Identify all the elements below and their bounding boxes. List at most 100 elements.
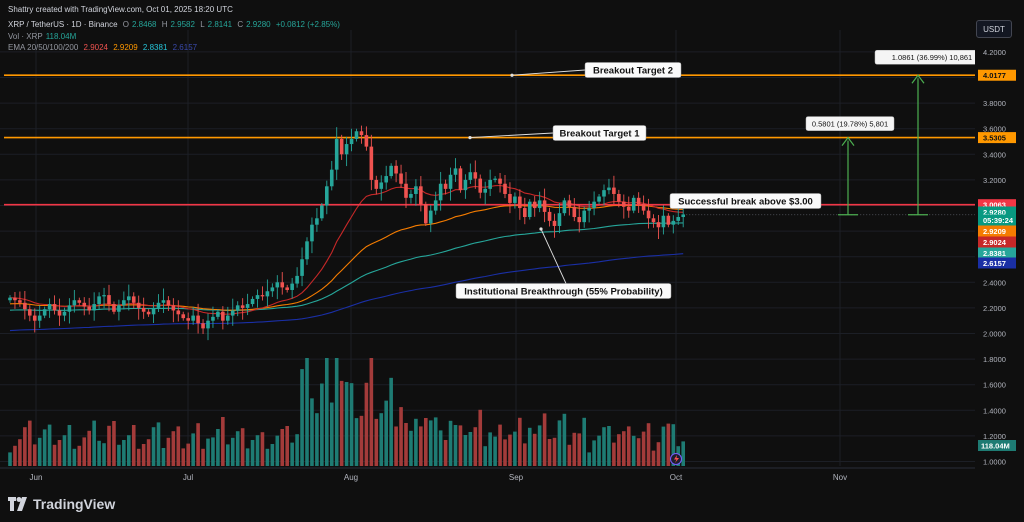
volume-bar bbox=[453, 425, 458, 466]
annotations[interactable]: Breakout Target 2 Breakout Target 1 Succes… bbox=[455, 62, 822, 299]
volume-bar bbox=[161, 448, 166, 466]
measure-arrowhead bbox=[841, 136, 855, 146]
currency-selector[interactable]: USDT bbox=[976, 20, 1012, 38]
volume-bar bbox=[473, 427, 478, 466]
volume-bar bbox=[666, 423, 671, 466]
time-tick-label: Jul bbox=[183, 473, 193, 482]
volume-bar bbox=[305, 358, 309, 466]
candle-body bbox=[463, 179, 468, 191]
volume-bar bbox=[463, 435, 468, 466]
candle-body bbox=[171, 305, 176, 311]
volume-bar bbox=[389, 377, 393, 466]
candle-body bbox=[265, 291, 270, 297]
volume-bar bbox=[577, 433, 582, 466]
candle-body bbox=[156, 302, 161, 308]
callout-line bbox=[540, 228, 567, 284]
price-tick-label: 1.0000 bbox=[983, 458, 1006, 467]
candle-body bbox=[572, 206, 577, 218]
volume-bar bbox=[107, 425, 111, 466]
candle-body bbox=[275, 282, 280, 288]
volume-bar bbox=[77, 445, 82, 466]
volume-bar bbox=[379, 413, 384, 466]
volume-bar bbox=[206, 438, 210, 466]
volume-bar bbox=[483, 446, 487, 466]
volume-bar bbox=[240, 428, 245, 466]
time-tick-label: Oct bbox=[670, 473, 683, 482]
volume-bar bbox=[384, 400, 388, 466]
tradingview-logo[interactable]: TradingView bbox=[8, 496, 115, 512]
candle-body bbox=[379, 182, 384, 189]
candle-body bbox=[216, 311, 220, 317]
candle-body bbox=[557, 213, 562, 226]
volume-bar bbox=[631, 435, 636, 466]
candle-body bbox=[191, 315, 195, 321]
candle-body bbox=[503, 183, 507, 194]
volume-bar bbox=[191, 433, 195, 466]
volume-bar bbox=[216, 429, 220, 466]
price-tag-text: 05:39:24 bbox=[983, 216, 1014, 225]
annotation-box bbox=[552, 125, 647, 141]
volume-bar bbox=[493, 436, 497, 466]
volume-bar bbox=[542, 413, 547, 466]
volume-legend[interactable]: Vol · XRP 118.04M bbox=[8, 32, 77, 41]
volume-bar bbox=[617, 434, 621, 466]
measure-label-box bbox=[805, 116, 895, 131]
ema50-value: 2.9209 bbox=[113, 43, 138, 52]
ema-legend[interactable]: EMA 20/50/100/200 2.9024 2.9209 2.8381 2… bbox=[8, 43, 198, 52]
candle-body bbox=[255, 295, 260, 299]
price-tick-label: 1.8000 bbox=[983, 355, 1006, 364]
measure-label-text: 1.0861 (36.99%) 10,861 bbox=[892, 53, 972, 62]
candle-body bbox=[384, 176, 388, 183]
candle-body bbox=[240, 305, 245, 308]
candle-body bbox=[527, 201, 532, 218]
volume-bar bbox=[364, 382, 369, 466]
measurement-tools[interactable]: 1.0861 (36.99%) 10,861 0.5801 (19.78%) 5,… bbox=[805, 49, 990, 216]
annotation-text: Breakout Target 2 bbox=[593, 66, 673, 77]
price-tick-label: 3.8000 bbox=[983, 99, 1006, 108]
candle-body bbox=[636, 197, 641, 205]
volume-bar bbox=[146, 439, 151, 466]
candle-body bbox=[221, 311, 225, 321]
candle-body bbox=[473, 172, 478, 179]
candle-body bbox=[493, 178, 497, 180]
volume-bar bbox=[136, 448, 141, 466]
volume-bar bbox=[255, 435, 260, 466]
candle-body bbox=[315, 218, 319, 225]
annotation-box bbox=[584, 62, 682, 78]
volume-bar bbox=[547, 439, 552, 466]
volume-bar bbox=[508, 434, 512, 466]
candle-body bbox=[626, 206, 631, 211]
volume-bar bbox=[13, 445, 17, 466]
candle-body bbox=[478, 178, 483, 193]
volume-bar bbox=[428, 420, 433, 466]
candle-body bbox=[13, 297, 17, 301]
volume-bar bbox=[87, 430, 91, 466]
candle-body bbox=[438, 183, 443, 201]
price-tick-label: 2.0000 bbox=[983, 330, 1006, 339]
horizontal-levels[interactable] bbox=[4, 74, 975, 216]
volume-bar bbox=[181, 448, 186, 466]
volume-bar bbox=[518, 417, 522, 466]
candle-body bbox=[468, 172, 473, 180]
volume-bar bbox=[72, 448, 77, 466]
callout-line bbox=[511, 69, 586, 76]
volume-bars bbox=[8, 358, 685, 466]
volume-bar bbox=[141, 444, 146, 466]
candle-body bbox=[453, 168, 458, 175]
price-tick-label: 1.2000 bbox=[983, 432, 1006, 441]
candle-body bbox=[354, 131, 359, 139]
price-tick-label: 3.6000 bbox=[983, 125, 1006, 134]
candle-body bbox=[577, 217, 582, 223]
grid bbox=[0, 30, 975, 466]
candle-body bbox=[270, 287, 275, 292]
candle-body bbox=[567, 200, 572, 207]
candle-body bbox=[42, 309, 47, 316]
volume-bar bbox=[602, 427, 606, 466]
ema100-line bbox=[9, 222, 684, 311]
price-tag bbox=[978, 247, 1016, 259]
volume-bar bbox=[300, 369, 304, 466]
volume-bar bbox=[97, 440, 101, 466]
volume-bar bbox=[532, 433, 537, 466]
volume-bar bbox=[656, 442, 661, 466]
